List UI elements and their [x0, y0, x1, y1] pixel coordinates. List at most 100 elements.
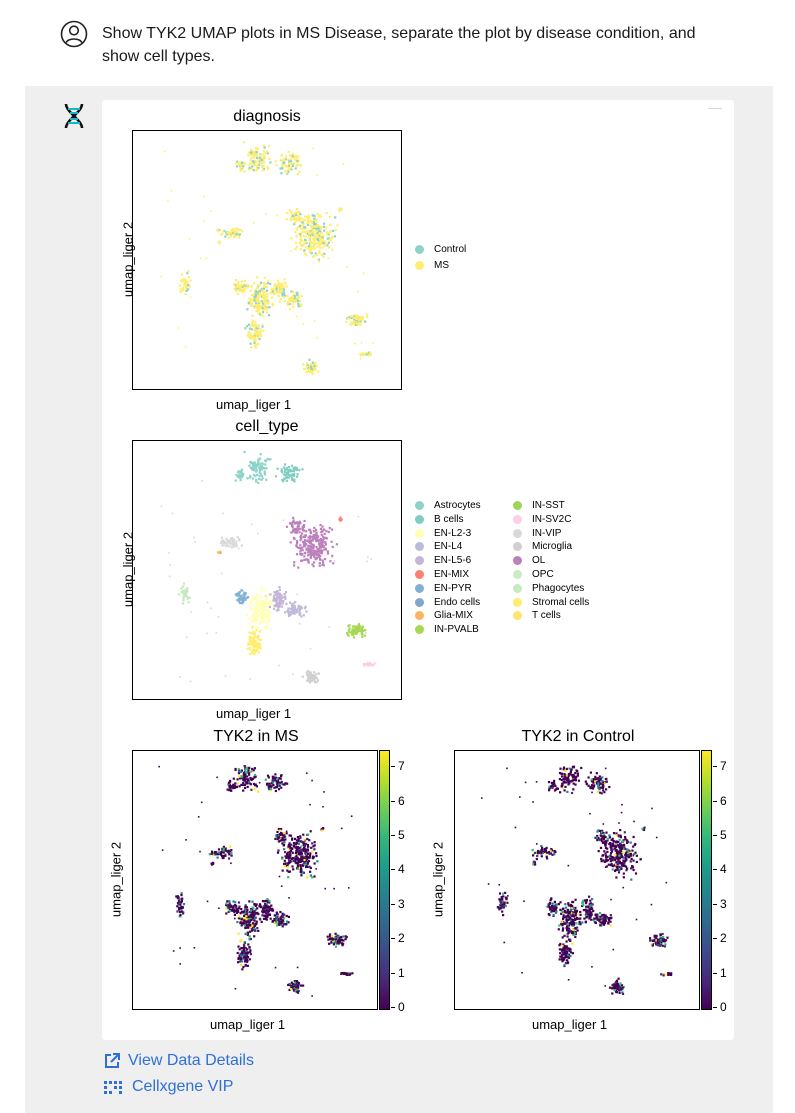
diagnosis-point: [250, 321, 254, 324]
tyk2-ms-point: [301, 855, 304, 858]
tyk2-control-point: [596, 913, 599, 916]
diagnosis-point: [290, 210, 293, 213]
tyk2-ms-point: [288, 834, 291, 837]
cell-type-point: [318, 564, 321, 567]
tyk2-ms-point: [228, 857, 231, 860]
diagnosis-point: [279, 298, 282, 301]
diagnosis-point: [280, 154, 283, 157]
view-data-details-link[interactable]: View Data Details: [103, 1052, 254, 1070]
tyk2-ms-outlier-point: [197, 816, 200, 818]
tyk2-control-point: [617, 871, 621, 874]
tyk2-control-point: [589, 903, 592, 907]
diagnosis-point: [307, 247, 310, 250]
tyk2-ms-point: [242, 953, 245, 956]
cell-type-point: [295, 542, 299, 545]
tyk2-control-point: [595, 772, 598, 775]
tyk2-control-point: [635, 860, 638, 864]
cell-type-point: [240, 468, 243, 471]
tyk2-control-point: [617, 858, 620, 861]
tyk2-control-point: [535, 851, 538, 854]
tyk2-ms-point: [242, 771, 245, 774]
cell-type-point: [252, 645, 255, 648]
tyk2-ms-point: [296, 858, 299, 861]
diagnosis-point: [305, 242, 308, 245]
tyk2-ms-point: [286, 782, 289, 785]
tyk2-ms-point: [249, 930, 252, 933]
tyk2-control-point: [562, 943, 565, 946]
tyk2-ms-point: [225, 902, 228, 905]
tyk2-control-outlier-point: [660, 941, 663, 944]
cell-type-point: [272, 599, 275, 602]
tyk2-control-outlier-point: [524, 781, 527, 784]
tyk2-ms-point: [228, 853, 231, 856]
cell-type-point: [265, 467, 268, 470]
tyk2-ms-point: [253, 776, 256, 779]
diagnosis-point: [303, 367, 306, 370]
cellxgene-vip-link[interactable]: Cellxgene VIP: [103, 1078, 233, 1096]
cell-type-outlier-point: [309, 647, 312, 650]
tyk2-control-point: [619, 862, 622, 865]
diagnosis-point: [235, 165, 239, 168]
diagnosis-point: [255, 147, 258, 151]
tyk2-ms-point: [273, 914, 276, 917]
tyk2-control-point: [576, 772, 579, 775]
tyk2-control-point: [587, 906, 590, 909]
tyk2-control-point: [501, 906, 504, 909]
diagnosis-point: [256, 334, 259, 337]
cell-type-point: [282, 473, 285, 476]
cell-type-outlier-point: [298, 622, 301, 625]
tyk2-control-point: [604, 840, 607, 843]
cell-type-point: [261, 612, 264, 615]
tyk2-ms-point: [285, 832, 288, 835]
tyk2-ms-point: [250, 777, 253, 780]
tyk2-ms-point: [286, 851, 290, 854]
tyk2-ms-point: [228, 786, 231, 789]
tyk2-ms-point: [338, 940, 342, 943]
tyk2-control-umap-plot: [454, 750, 700, 1010]
cell-type-point: [351, 630, 354, 633]
cell-type-outlier-point: [364, 632, 367, 634]
tyk2-ms-point: [263, 907, 266, 910]
tyk2-control-point: [610, 850, 613, 853]
cell-type-point: [299, 522, 302, 525]
diagnosis-point: [295, 213, 298, 217]
tyk2-control-point: [606, 837, 609, 840]
tyk2-ms-point: [253, 902, 256, 906]
diagnosis-point: [258, 293, 261, 296]
tyk2-control-point: [569, 780, 572, 783]
cell-type-point: [279, 596, 282, 599]
diagnosis-outlier-point: [316, 336, 318, 339]
tyk2-control-outlier-point: [567, 978, 570, 981]
diagnosis-cluster: [285, 208, 305, 224]
cell-type-cluster: [268, 586, 288, 612]
tyk2-ms-point: [211, 862, 214, 866]
cell-type-outlier-point: [168, 552, 170, 554]
tyk2-control-point: [631, 849, 634, 852]
tyk2-ms-point: [296, 991, 300, 994]
diagnosis-point: [281, 282, 284, 285]
cell-type-point: [294, 531, 297, 534]
cell-type-point: [368, 662, 371, 665]
cell-type-point: [309, 537, 312, 540]
diagnosis-point: [259, 313, 262, 316]
tyk2-ms-point: [261, 914, 264, 917]
cell-type-point: [257, 651, 260, 654]
tyk2-control-point: [562, 916, 565, 919]
cell-type-point: [246, 477, 249, 480]
diagnosis-point: [183, 280, 186, 283]
tyk2-control-point: [587, 784, 590, 787]
card-resize-handle[interactable]: [708, 108, 722, 109]
diagnosis-point: [263, 291, 266, 294]
tyk2-ms-point: [252, 782, 255, 785]
diagnosis-point: [269, 282, 272, 285]
tyk2-control-point: [606, 850, 609, 853]
diagnosis-point: [253, 291, 256, 294]
diagnosis-point: [252, 294, 255, 297]
diagnosis-point: [312, 255, 315, 258]
diagnosis-point: [297, 214, 300, 218]
cell-type-point: [305, 548, 308, 551]
diagnosis-point: [261, 169, 264, 172]
tyk2-control-cluster: [496, 891, 509, 917]
tyk2-ms-point: [267, 913, 270, 916]
tyk2-control-point: [564, 769, 567, 772]
